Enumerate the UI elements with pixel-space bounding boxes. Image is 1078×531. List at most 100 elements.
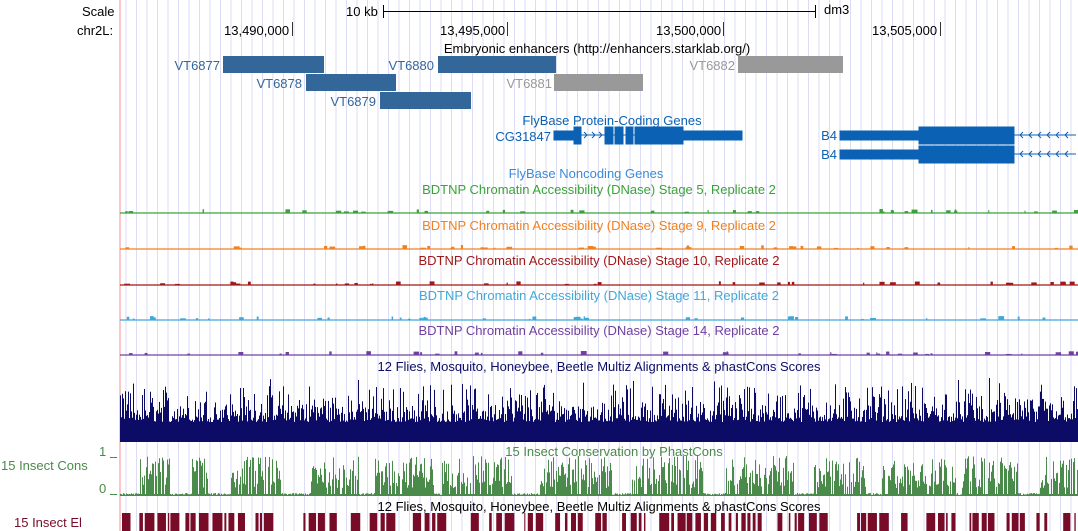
phastcons-bar: [649, 467, 650, 496]
protein-genes-track-title[interactable]: FlyBase Protein-Coding Genes: [522, 113, 702, 128]
phastcons-bar: [1022, 494, 1023, 496]
enhancer-label[interactable]: VT6881: [506, 76, 552, 91]
phastcons-bar: [919, 486, 920, 496]
phastcons-bar: [364, 494, 365, 496]
enhancer-label[interactable]: VT6882: [689, 58, 735, 73]
phastcons-bar: [145, 494, 146, 496]
dnase-stage11-title[interactable]: BDTNP Chromatin Accessibility (DNase) St…: [418, 288, 780, 303]
enhancers-track-title[interactable]: Embryonic enhancers (http://enhancers.st…: [443, 41, 751, 56]
multiz-bar: [702, 412, 703, 442]
multiz-bar: [956, 401, 957, 442]
phastcons-bar: [210, 494, 211, 496]
phastcons-bar: [411, 457, 412, 496]
phastcons-bar: [255, 470, 256, 496]
phastcons-bar: [486, 462, 487, 496]
enhancer-feature[interactable]: [306, 74, 396, 91]
multiz-signal[interactable]: [120, 376, 1078, 442]
multiz-bar: [236, 416, 237, 442]
phastcons-bar: [576, 481, 577, 496]
multiz-bar: [182, 415, 183, 442]
elements-side-label[interactable]: 15 Insect El: [14, 515, 82, 530]
multiz-bar: [633, 380, 634, 442]
dnase-stage14-title[interactable]: BDTNP Chromatin Accessibility (DNase) St…: [418, 323, 780, 338]
multiz-bar: [133, 383, 134, 442]
multiz-bar: [1049, 405, 1050, 442]
conserved-element: [741, 513, 746, 531]
dnase-stage9-title[interactable]: BDTNP Chromatin Accessibility (DNase) St…: [422, 218, 776, 233]
gene-label[interactable]: CG31847: [495, 129, 551, 144]
phastcons-bar: [1062, 463, 1063, 496]
multiz-bar: [841, 416, 842, 442]
multiz-bar: [510, 388, 511, 442]
phastcons-bar: [786, 456, 787, 496]
phastcons-bar: [596, 481, 597, 496]
enhancer-feature[interactable]: [380, 92, 471, 109]
phastcons-bar: [1052, 494, 1053, 496]
phastcons-bar: [353, 460, 354, 496]
multiz-bar: [366, 412, 367, 442]
enhancer-feature[interactable]: [554, 74, 643, 91]
enhancer-label[interactable]: VT6878: [256, 76, 302, 91]
phastcons-side-label[interactable]: 15 Insect Cons: [1, 458, 88, 473]
multiz-bar: [881, 386, 882, 442]
gene-b4-2: [839, 145, 1076, 164]
multiz-bar: [903, 420, 904, 442]
phastcons-bar: [878, 494, 879, 496]
multiz-bar: [321, 407, 322, 442]
gene-models[interactable]: [0, 120, 1078, 170]
multiz-bar: [525, 396, 526, 442]
phastcons-bar: [379, 472, 380, 496]
multiz-bar: [449, 421, 450, 442]
enhancer-feature[interactable]: [223, 56, 324, 73]
multiz-track-title[interactable]: 12 Flies, Mosquito, Honeybee, Beetle Mul…: [377, 359, 821, 374]
phastcons-bar: [284, 493, 285, 496]
phastcons-bar: [297, 494, 298, 496]
multiz-bar: [255, 410, 256, 442]
multiz-bar: [1065, 417, 1066, 442]
phastcons-bar: [1041, 482, 1042, 496]
dnase-stage5-title[interactable]: BDTNP Chromatin Accessibility (DNase) St…: [422, 182, 776, 197]
gene-label[interactable]: B4: [821, 128, 837, 143]
multiz-bar: [288, 394, 289, 442]
multiz-bar: [1044, 410, 1045, 442]
multiz-bar: [866, 409, 867, 442]
phastcons-bar: [267, 494, 268, 496]
multiz-bar: [668, 415, 669, 442]
conserved-element: [1011, 513, 1019, 531]
multiz-bar: [1025, 407, 1026, 442]
multiz-bar: [285, 410, 286, 442]
multiz-bar: [496, 419, 497, 442]
phastcons-track-title[interactable]: 15 Insect Conservation by PhastCons: [505, 444, 723, 459]
multiz-bar: [819, 417, 820, 442]
multiz-bar: [927, 412, 928, 442]
elements-track-title[interactable]: 12 Flies, Mosquito, Honeybee, Beetle Mul…: [377, 499, 821, 514]
multiz-bar: [240, 388, 241, 442]
phastcons-bar: [310, 493, 311, 496]
conserved-element: [861, 513, 867, 531]
phastcons-bar: [676, 484, 677, 496]
enhancer-feature[interactable]: [438, 56, 556, 73]
conserved-element: [1006, 513, 1010, 531]
phastcons-bar: [223, 494, 224, 496]
phastcons-bar: [911, 494, 912, 496]
phastcons-bar: [137, 493, 138, 496]
multiz-bar: [1030, 400, 1031, 442]
conserved-elements[interactable]: [120, 513, 1078, 531]
gene-label[interactable]: B4: [821, 147, 837, 162]
noncoding-genes-track-title[interactable]: FlyBase Noncoding Genes: [508, 166, 664, 181]
enhancer-label[interactable]: VT6880: [388, 58, 434, 73]
dnase-signals[interactable]: [120, 0, 1078, 531]
multiz-bar: [636, 419, 637, 442]
phastcons-bar: [603, 466, 604, 496]
phastcons-bar: [706, 494, 707, 496]
phastcons-signal[interactable]: [120, 455, 1078, 496]
multiz-bar: [913, 413, 914, 442]
phastcons-bar: [651, 483, 652, 496]
dnase-peak: [931, 209, 933, 213]
enhancer-feature[interactable]: [738, 56, 843, 73]
enhancer-label[interactable]: VT6877: [174, 58, 220, 73]
multiz-bar: [523, 419, 524, 442]
enhancer-label[interactable]: VT6879: [330, 94, 376, 109]
dnase-stage10-title[interactable]: BDTNP Chromatin Accessibility (DNase) St…: [418, 253, 780, 268]
